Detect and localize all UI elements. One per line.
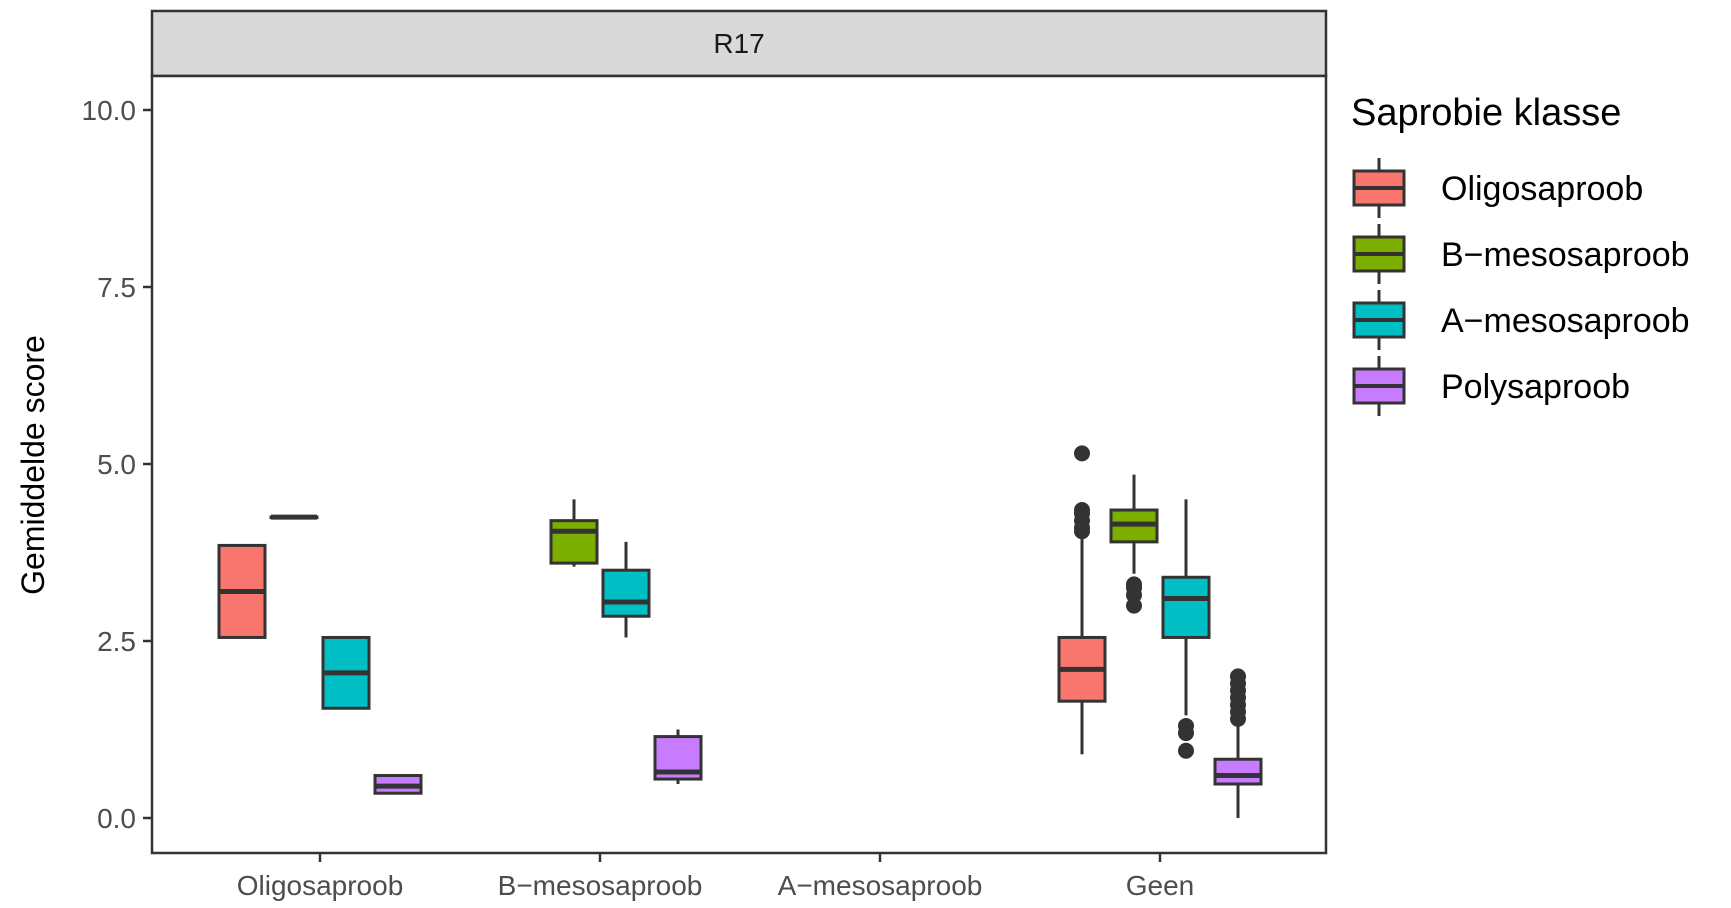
legend-item: Oligosaproob (1352, 158, 1643, 218)
legend-label: Polysaproob (1441, 368, 1630, 406)
x-axis: Oligosaproob B−mesosaproob A−mesosaproob Ge… (237, 853, 1195, 901)
x-tick-label: Oligosaproob (237, 870, 404, 901)
box-amesosaproob (321, 635, 371, 710)
legend-label: A−mesosaproob (1441, 302, 1690, 340)
box-polysaproob (373, 774, 423, 795)
legend-label: B−mesosaproob (1441, 236, 1690, 274)
box-oligosaproob (217, 543, 267, 639)
y-tick-label: 10.0 (82, 95, 137, 126)
box-body (549, 519, 599, 565)
box-bmesosaproob (269, 514, 319, 520)
box-polysaproob (1213, 668, 1263, 818)
outlier-point (1230, 668, 1246, 685)
y-tick-label: 0.0 (97, 803, 136, 834)
box-amesosaproob (601, 541, 651, 638)
box-body (1161, 575, 1211, 639)
plot-panel (150, 74, 1328, 855)
facet-strip (150, 9, 1328, 78)
x-tick-label: Geen (1126, 870, 1195, 901)
box-body (601, 568, 651, 618)
legend-label: Oligosaproob (1441, 170, 1643, 208)
y-tick-label: 5.0 (97, 449, 136, 480)
box-bmesosaproob (549, 499, 599, 567)
y-tick-label: 2.5 (97, 626, 136, 657)
box-bmesosaproob (1109, 474, 1159, 614)
y-axis-title: Gemiddelde score (15, 335, 51, 595)
legend-item: B−mesosaproob (1352, 224, 1690, 284)
outlier-point (1178, 717, 1194, 734)
x-tick-label: B−mesosaproob (498, 870, 703, 901)
x-tick-label: A−mesosaproob (778, 870, 983, 901)
legend-title: Saprobie klasse (1351, 92, 1621, 134)
box-polysaproob (653, 729, 703, 785)
legend: Saprobie klasse Oligosaproob B−mesosaproo… (1351, 92, 1690, 416)
box-layer (217, 445, 1263, 818)
legend-item: A−mesosaproob (1352, 290, 1690, 350)
box-oligosaproob (1057, 445, 1107, 755)
box-amesosaproob (1161, 499, 1211, 759)
facet-label: R17 (713, 28, 764, 59)
y-tick-label: 7.5 (97, 272, 136, 303)
legend-item: Polysaproob (1352, 356, 1630, 416)
outlier-point (1178, 742, 1194, 759)
outlier-point (1074, 502, 1090, 519)
outlier-point (1126, 576, 1142, 593)
box-body (1213, 757, 1263, 786)
y-axis: 0.0 2.5 5.0 7.5 10.0 (82, 95, 152, 834)
outlier-point (1074, 445, 1090, 462)
